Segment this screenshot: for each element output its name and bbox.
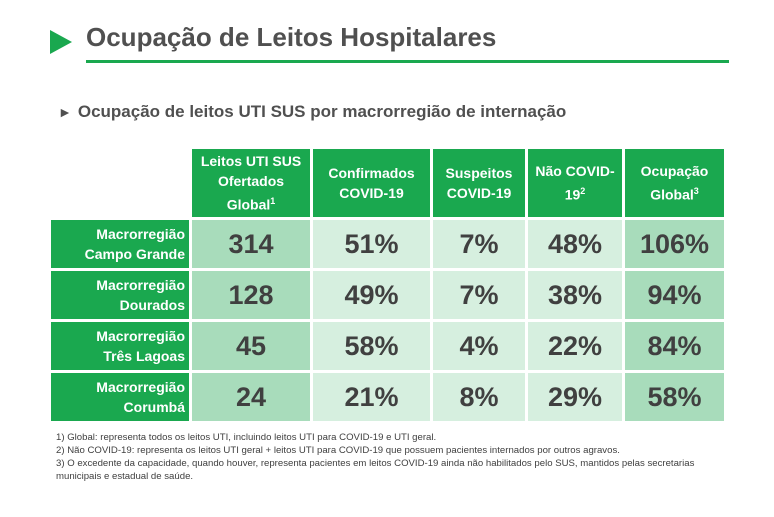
row-header-line2: Corumbá <box>123 399 185 415</box>
column-header-label: Leitos UTI SUS Ofertados Global <box>200 153 302 213</box>
cell-ocupacao: 84% <box>625 322 724 370</box>
cell-ocupacao: 58% <box>625 373 724 421</box>
row-header-line2: Campo Grande <box>84 246 185 262</box>
cell-ocupacao: 94% <box>625 271 724 319</box>
cell-leitos: 24 <box>192 373 310 421</box>
cell-confirmados: 49% <box>313 271 430 319</box>
cell-nao-covid: 38% <box>528 271 622 319</box>
footnote-1: 1) Global: representa todos os leitos UT… <box>56 432 437 443</box>
row-header-line1: Macrorregião <box>96 379 185 395</box>
cell-suspeitos: 7% <box>433 271 525 319</box>
footnotes: 1) Global: representa todos os leitos UT… <box>56 431 736 483</box>
row-header-line1: Macrorregião <box>96 277 185 293</box>
column-header-label: Suspeitos COVID-19 <box>445 165 513 201</box>
column-header-ocupacao: Ocupação Global3 <box>625 149 724 217</box>
row-header-line2: Três Lagoas <box>103 348 185 364</box>
column-header-suspeitos: Suspeitos COVID-19 <box>433 149 525 217</box>
table-header-row: Leitos UTI SUS Ofertados Global1 Confirm… <box>51 149 724 217</box>
row-header-tres-lagoas: Macrorregião Três Lagoas <box>51 322 189 370</box>
pointer-triangle-icon: ► <box>58 104 72 120</box>
row-header-campo-grande: Macrorregião Campo Grande <box>51 220 189 268</box>
cell-suspeitos: 8% <box>433 373 525 421</box>
column-header-nao-covid: Não COVID-192 <box>528 149 622 217</box>
footnote-3: 3) O excedente da capacidade, quando hou… <box>56 458 695 482</box>
footnote-marker: 1 <box>270 196 276 207</box>
footnote-2: 2) Não COVID-19: representa os leitos UT… <box>56 445 620 456</box>
table-row: Macrorregião Três Lagoas 45 58% 4% 22% 84… <box>51 322 724 370</box>
column-header-leitos: Leitos UTI SUS Ofertados Global1 <box>192 149 310 217</box>
row-header-line1: Macrorregião <box>96 226 185 242</box>
column-header-confirmados: Confirmados COVID-19 <box>313 149 430 217</box>
table-row: Macrorregião Dourados 128 49% 7% 38% 94% <box>51 271 724 319</box>
row-header-line2: Dourados <box>119 297 185 313</box>
occupancy-table: Leitos UTI SUS Ofertados Global1 Confirm… <box>48 146 727 424</box>
cell-nao-covid: 29% <box>528 373 622 421</box>
cell-nao-covid: 48% <box>528 220 622 268</box>
row-header-dourados: Macrorregião Dourados <box>51 271 189 319</box>
subtitle-text: Ocupação de leitos UTI SUS por macrorreg… <box>77 102 567 121</box>
cell-suspeitos: 4% <box>433 322 525 370</box>
page-title: Ocupação de Leitos Hospitalares <box>86 22 497 52</box>
cell-leitos: 45 <box>192 322 310 370</box>
title-underline <box>86 60 729 63</box>
footnote-marker: 3 <box>693 186 699 197</box>
table-row: Macrorregião Campo Grande 314 51% 7% 48% … <box>51 220 724 268</box>
column-header-label: Confirmados COVID-19 <box>328 165 415 201</box>
column-header-label: Ocupação Global <box>640 163 709 203</box>
corner-cell <box>51 149 189 217</box>
cell-nao-covid: 22% <box>528 322 622 370</box>
row-header-corumba: Macrorregião Corumbá <box>51 373 189 421</box>
cell-ocupacao: 106% <box>625 220 724 268</box>
row-header-line1: Macrorregião <box>96 328 185 344</box>
column-header-label: Não COVID-19 <box>535 163 615 203</box>
footnote-marker: 2 <box>580 186 586 197</box>
cell-confirmados: 21% <box>313 373 430 421</box>
cell-leitos: 128 <box>192 271 310 319</box>
section-subtitle: ► Ocupação de leitos UTI SUS por macrorre… <box>58 102 566 122</box>
cell-suspeitos: 7% <box>433 220 525 268</box>
cell-confirmados: 58% <box>313 322 430 370</box>
title-triangle-icon <box>50 30 72 54</box>
cell-confirmados: 51% <box>313 220 430 268</box>
cell-leitos: 314 <box>192 220 310 268</box>
table-row: Macrorregião Corumbá 24 21% 8% 29% 58% <box>51 373 724 421</box>
